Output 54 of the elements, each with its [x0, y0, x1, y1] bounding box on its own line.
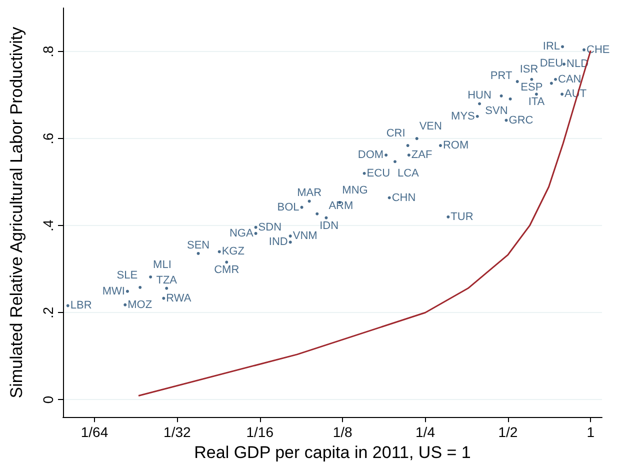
data-label: SEN [186, 239, 210, 252]
data-label: NGA [229, 227, 254, 240]
y-tick-label: .4 [40, 220, 56, 232]
x-tick-label: 1/8 [332, 424, 352, 440]
data-label: CRI [386, 128, 406, 140]
x-tick-label: 1/4 [416, 424, 436, 440]
x-tick-label: 1 [586, 424, 595, 440]
x-tick-label: 1/16 [246, 424, 274, 440]
data-label: MNG [342, 184, 368, 197]
data-label: TUR [450, 210, 474, 223]
data-label: IDN [320, 220, 339, 232]
data-label: CHE [586, 44, 610, 56]
data-label: MOZ [128, 298, 152, 311]
data-label: ISR [520, 64, 538, 76]
data-label: PRT [490, 70, 512, 82]
data-label: KGZ [222, 246, 245, 258]
data-label: MYS [451, 110, 475, 122]
data-label: ROM [442, 140, 469, 152]
data-label: RWA [166, 292, 192, 304]
x-tick-label: 1/64 [80, 424, 108, 440]
data-label: DEU [540, 57, 564, 70]
y-tick-label: .6 [40, 132, 56, 144]
x-tick-label: 1/32 [164, 424, 192, 440]
y-axis-title: Simulated Relative Agricultural Labor Productivity [7, 26, 26, 398]
data-label: HUN [468, 90, 492, 102]
data-label: SLE [116, 269, 138, 282]
data-label: MAR [297, 187, 322, 200]
data-label: VEN [419, 120, 442, 133]
data-label: ECU [366, 167, 390, 180]
data-label: ZAF [411, 149, 432, 162]
data-label: LCA [397, 168, 420, 180]
data-label: BOL [277, 201, 300, 214]
data-label: DOM [358, 149, 384, 162]
data-label: MWI [102, 285, 125, 298]
data-label: CAN [558, 73, 582, 86]
data-label: MLI [153, 258, 172, 271]
y-tick-label: 0 [40, 396, 56, 404]
y-tick-label: .2 [40, 306, 56, 318]
data-label: CHN [392, 192, 416, 204]
data-label: SDN [258, 221, 282, 234]
data-label: CMR [214, 264, 240, 276]
y-tick-label: .8 [40, 45, 56, 58]
x-axis-title: Real GDP per capita in 2011, US = 1 [194, 443, 471, 462]
data-label: SVN [485, 104, 508, 117]
data-label: ARM [328, 200, 354, 212]
data-label: GRC [508, 114, 534, 126]
x-tick-label: 1/2 [498, 424, 518, 440]
data-label: ITA [528, 96, 546, 108]
data-label: LBR [70, 300, 92, 312]
data-label: IND [268, 236, 288, 248]
data-label: VNM [292, 230, 318, 242]
data-label: TZA [156, 274, 178, 286]
data-label: IRL [542, 40, 560, 53]
data-label: ESP [520, 81, 543, 94]
